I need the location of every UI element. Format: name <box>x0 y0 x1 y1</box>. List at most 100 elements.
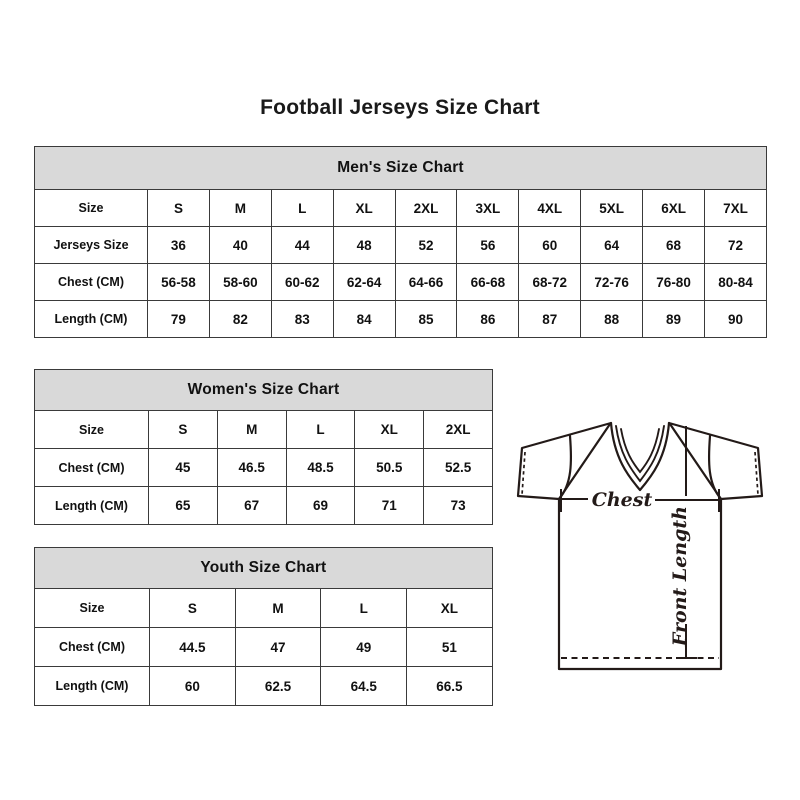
collar-outer-line <box>609 421 671 492</box>
table-cell: 4XL <box>518 189 582 227</box>
chest-label: Chest <box>592 489 653 511</box>
jersey-left-sleeve <box>516 421 613 501</box>
womens-caption-row: Women's Size Chart <box>33 369 494 411</box>
table-row: Chest (CM) 45 46.5 48.5 50.5 52.5 <box>34 448 494 487</box>
table-cell: 87 <box>518 300 582 338</box>
womens-chart-caption: Women's Size Chart <box>33 369 494 411</box>
table-cell: 76-80 <box>642 263 706 301</box>
table-cell: 68 <box>642 226 706 264</box>
row-label: Size <box>34 588 150 628</box>
womens-size-chart-table: Women's Size Chart Size S M L XL 2XL Che… <box>33 369 494 525</box>
table-cell: 90 <box>704 300 767 338</box>
row-label: Chest (CM) <box>34 263 148 301</box>
youth-chart-caption: Youth Size Chart <box>34 547 493 589</box>
table-cell: 64 <box>580 226 644 264</box>
table-cell: 84 <box>332 300 396 338</box>
table-row: Length (CM) 65 67 69 71 73 <box>34 486 494 525</box>
table-cell: L <box>285 410 356 449</box>
table-cell: 64.5 <box>320 666 408 706</box>
table-row: Size S M L XL <box>34 588 493 628</box>
mens-size-chart-table: Men's Size Chart Size S M L XL 2XL 3XL 4… <box>34 146 767 338</box>
table-cell: 56-58 <box>147 263 210 301</box>
mens-caption-row: Men's Size Chart <box>34 146 767 190</box>
table-cell: 89 <box>642 300 706 338</box>
table-cell: 67 <box>216 486 287 525</box>
table-cell: 82 <box>208 300 272 338</box>
front-length-label: Front Length <box>669 506 691 647</box>
table-cell: 46.5 <box>216 448 287 487</box>
table-cell: XL <box>354 410 425 449</box>
right-cuff-dashed-line <box>754 451 759 496</box>
table-cell: L <box>270 189 334 227</box>
table-cell: 40 <box>208 226 272 264</box>
table-cell: 60-62 <box>270 263 334 301</box>
table-cell: M <box>208 189 272 227</box>
mens-table-body: Men's Size Chart Size S M L XL 2XL 3XL 4… <box>34 146 767 338</box>
row-label: Length (CM) <box>34 300 148 338</box>
table-cell: 80-84 <box>704 263 767 301</box>
row-label: Chest (CM) <box>34 627 150 667</box>
table-row: Length (CM) 60 62.5 64.5 66.5 <box>34 666 493 706</box>
table-cell: 6XL <box>642 189 706 227</box>
table-cell: 44 <box>270 226 334 264</box>
table-cell: 69 <box>285 486 356 525</box>
tshirt-vneck-icon: Chest Front Length <box>516 421 764 671</box>
table-cell: 52 <box>394 226 458 264</box>
table-cell: 58-60 <box>208 263 272 301</box>
table-cell: 66.5 <box>406 666 493 706</box>
table-cell: XL <box>332 189 396 227</box>
table-cell: M <box>234 588 322 628</box>
table-cell: 51 <box>406 627 493 667</box>
table-cell: 73 <box>423 486 494 525</box>
table-cell: 48 <box>332 226 396 264</box>
table-cell: S <box>147 189 210 227</box>
table-cell: 7XL <box>704 189 767 227</box>
table-cell: 85 <box>394 300 458 338</box>
table-cell: 62.5 <box>234 666 322 706</box>
table-cell: 36 <box>147 226 210 264</box>
row-label: Size <box>34 410 149 449</box>
table-cell: 71 <box>354 486 425 525</box>
table-cell: 66-68 <box>456 263 520 301</box>
table-cell: 88 <box>580 300 644 338</box>
table-cell: 79 <box>147 300 210 338</box>
table-cell: 72 <box>704 226 767 264</box>
table-cell: 48.5 <box>285 448 356 487</box>
page-title: Football Jerseys Size Chart <box>260 96 540 119</box>
table-row: Length (CM) 79 82 83 84 85 86 87 88 89 9… <box>34 300 767 338</box>
table-row: Jerseys Size 36 40 44 48 52 56 60 64 68 … <box>34 226 767 264</box>
collar-inner-line <box>620 428 660 474</box>
table-cell: 50.5 <box>354 448 425 487</box>
row-label: Length (CM) <box>34 486 149 525</box>
table-cell: L <box>320 588 408 628</box>
table-cell: 2XL <box>394 189 458 227</box>
table-cell: 5XL <box>580 189 644 227</box>
youth-table-body: Youth Size Chart Size S M L XL Chest (CM… <box>34 547 493 706</box>
table-cell: 62-64 <box>332 263 396 301</box>
table-cell: 49 <box>320 627 408 667</box>
youth-size-chart-table: Youth Size Chart Size S M L XL Chest (CM… <box>34 547 493 706</box>
jersey-measurement-diagram: Chest Front Length <box>504 396 776 678</box>
row-label: Jerseys Size <box>34 226 148 264</box>
table-row: Size S M L XL 2XL 3XL 4XL 5XL 6XL 7XL <box>34 189 767 227</box>
jersey-right-sleeve <box>667 421 764 501</box>
table-cell: 47 <box>234 627 322 667</box>
table-cell: 83 <box>270 300 334 338</box>
table-cell: 86 <box>456 300 520 338</box>
table-cell: XL <box>406 588 493 628</box>
jersey-right-armhole <box>707 434 723 501</box>
table-cell: 60 <box>518 226 582 264</box>
table-row: Chest (CM) 44.5 47 49 51 <box>34 627 493 667</box>
womens-table-body: Women's Size Chart Size S M L XL 2XL Che… <box>33 369 494 525</box>
table-cell: 64-66 <box>394 263 458 301</box>
table-cell: 45 <box>148 448 218 487</box>
left-cuff-dashed-line <box>521 451 526 496</box>
table-row: Size S M L XL 2XL <box>34 410 494 449</box>
table-cell: 3XL <box>456 189 520 227</box>
youth-caption-row: Youth Size Chart <box>34 547 493 589</box>
table-cell: 2XL <box>423 410 494 449</box>
table-cell: S <box>148 410 218 449</box>
table-cell: 52.5 <box>423 448 494 487</box>
table-cell: 44.5 <box>149 627 236 667</box>
table-cell: 68-72 <box>518 263 582 301</box>
